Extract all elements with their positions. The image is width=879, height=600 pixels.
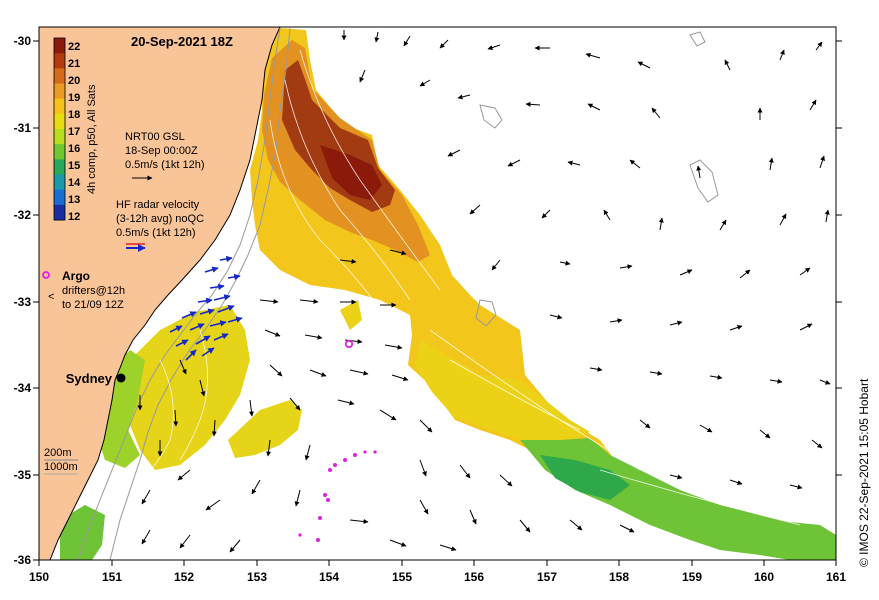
- colorbar-swatch: [54, 129, 65, 145]
- colorbar: 22 21 20 19 18 17 16 15 14 13 12 4h comp…: [53, 37, 98, 223]
- hf-radar-legend: HF radar velocity (3-12h avg) noQC 0.5m/…: [116, 199, 204, 252]
- colorbar-tick: 18: [68, 109, 80, 121]
- colorbar-swatch: [54, 38, 65, 54]
- x-tick: 155: [392, 570, 412, 584]
- x-tick: 160: [754, 570, 774, 584]
- y-tick: -35: [14, 468, 32, 482]
- colorbar-swatch: [54, 98, 65, 115]
- argo-float: [344, 339, 354, 349]
- x-tick: 159: [682, 570, 702, 584]
- hf-radar-line1: HF radar velocity: [116, 199, 200, 211]
- colorbar-tick: 13: [68, 194, 80, 206]
- colorbar-tick: 21: [68, 58, 80, 70]
- float-legend: Argo < drifters@12h to 21/09 12Z: [42, 269, 125, 311]
- y-tick: -32: [14, 208, 32, 222]
- x-tick: 157: [537, 570, 557, 584]
- sydney-label: Sydney: [66, 371, 113, 386]
- gsl-legend: NRT00 GSL 18-Sep 00:00Z 0.5m/s (1kt 12h): [125, 131, 204, 181]
- sst-patch-south: [60, 505, 105, 560]
- colorbar-tick: 15: [68, 160, 80, 172]
- hf-radar-line2: (3-12h avg) noQC: [116, 213, 204, 225]
- hf-radar-line3: 0.5m/s (1kt 12h): [116, 227, 195, 239]
- colorbar-swatch: [54, 53, 65, 69]
- sst-green-dark: [540, 455, 630, 500]
- sst-isotherms: [149, 49, 801, 526]
- x-tick: 154: [319, 570, 339, 584]
- colorbar-tick: 20: [68, 75, 80, 87]
- sst-patch-central: [228, 400, 302, 458]
- y-tick: -31: [14, 121, 32, 135]
- gsl-line2: 18-Sep 00:00Z: [125, 145, 198, 157]
- colorbar-tick: 22: [68, 41, 80, 53]
- bathymetry-legend: 200m 1000m: [44, 447, 78, 475]
- x-tick-labels: 150 151 152 153 154 155 156 157 158 159 …: [29, 570, 846, 584]
- colorbar-swatch: [54, 68, 65, 84]
- x-tick: 153: [247, 570, 267, 584]
- hf-radar-vectors: [169, 255, 243, 361]
- sst-southern-band: [415, 340, 590, 445]
- x-tick: 152: [174, 570, 194, 584]
- axis-ticks: [33, 40, 842, 566]
- current-vectors: [137, 30, 831, 553]
- drifters-line2: to 21/09 12Z: [62, 299, 124, 311]
- drifter-tracks: [298, 450, 377, 542]
- colorbar-swatch: [54, 159, 65, 175]
- drifter-legend-icon: <: [48, 291, 54, 303]
- sst-patch-island: [340, 300, 362, 330]
- x-tick: 151: [102, 570, 122, 584]
- y-tick: -34: [14, 381, 32, 395]
- colorbar-tick: 14: [68, 177, 81, 189]
- argo-label: Argo: [62, 269, 90, 283]
- x-tick: 156: [464, 570, 484, 584]
- colorbar-swatch: [54, 204, 65, 221]
- colorbar-label: 4h comp, p50, All Sats: [86, 84, 98, 194]
- gsl-line3: 0.5m/s (1kt 12h): [125, 159, 204, 171]
- colorbar-swatch: [54, 113, 65, 130]
- colorbar-swatch: [54, 189, 65, 206]
- y-tick: -30: [14, 34, 32, 48]
- y-tick: -33: [14, 295, 32, 309]
- colorbar-swatch: [54, 174, 65, 191]
- colorbar-swatch: [54, 83, 65, 100]
- credit-text: © IMOS 22-Sep-2021 15:05 Hobart: [857, 378, 871, 567]
- sydney-marker: [116, 373, 126, 383]
- colorbar-tick: 19: [68, 92, 80, 104]
- x-tick: 150: [29, 570, 49, 584]
- colorbar-tick: 16: [68, 143, 80, 155]
- sst-hot-spot: [320, 145, 382, 200]
- gsl-line1: NRT00 GSL: [125, 131, 185, 143]
- y-tick: -36: [14, 553, 32, 567]
- plot-frame: [38, 26, 837, 561]
- drifters-line1: drifters@12h: [62, 285, 125, 297]
- land: [39, 27, 281, 560]
- x-tick: 158: [609, 570, 629, 584]
- colorbar-tick: 12: [68, 211, 80, 223]
- colorbar-swatch: [54, 144, 65, 160]
- colorbar-tick: 17: [68, 126, 80, 138]
- sst-field: [60, 28, 836, 560]
- y-tick-labels: -30 -31 -32 -33 -34 -35 -36: [14, 34, 32, 567]
- x-tick: 161: [826, 570, 846, 584]
- bathy-label-1000: 1000m: [44, 461, 78, 473]
- bathymetry-contours: [77, 27, 719, 560]
- argo-legend-icon: [42, 271, 50, 279]
- bathy-label-200: 200m: [44, 447, 72, 459]
- map-title: 20-Sep-2021 18Z: [131, 34, 233, 49]
- sst-coastal-warm: [120, 305, 250, 470]
- colorbar-swatches: [54, 38, 65, 221]
- colorbar-frame: [53, 37, 66, 221]
